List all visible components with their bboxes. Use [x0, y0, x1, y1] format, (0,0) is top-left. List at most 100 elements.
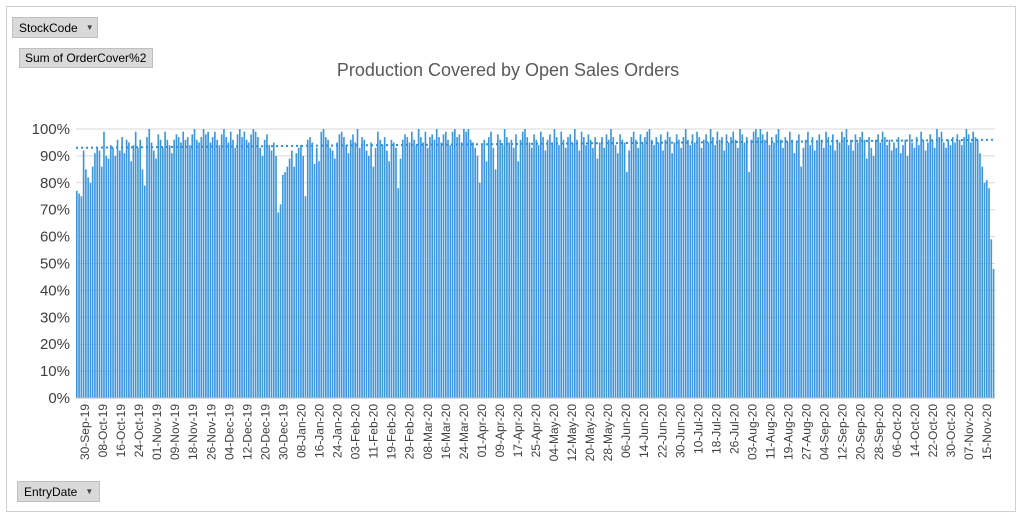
bar	[125, 139, 128, 398]
bar	[460, 142, 463, 398]
bar	[374, 147, 377, 398]
bar	[992, 268, 995, 398]
bar	[888, 139, 891, 398]
bar	[431, 134, 434, 398]
bar	[870, 147, 873, 398]
triangle-down-icon: ▼	[85, 487, 94, 496]
bar	[227, 142, 230, 398]
bar	[972, 131, 974, 398]
bar	[295, 153, 298, 398]
value-field-button[interactable]: Sum of OrderCover%2	[19, 48, 153, 68]
bar	[166, 139, 169, 398]
bar	[818, 134, 821, 398]
bar	[576, 139, 578, 398]
bar	[245, 139, 248, 398]
bar	[309, 137, 311, 398]
bar	[650, 139, 653, 398]
bar	[834, 150, 836, 398]
bar	[320, 131, 323, 398]
bar	[291, 150, 293, 398]
y-tick-label: 40%	[40, 282, 70, 299]
bar	[567, 137, 569, 398]
bar	[920, 131, 922, 398]
bar	[266, 134, 268, 398]
bar	[530, 147, 533, 398]
bar	[856, 142, 859, 398]
bar	[829, 145, 832, 398]
bar	[329, 147, 332, 398]
trendline-path	[75, 138, 996, 149]
bar	[707, 142, 710, 398]
bar	[535, 139, 538, 398]
bar	[610, 129, 612, 398]
bar	[915, 137, 918, 398]
x-tick-label: 19-Aug-20	[782, 404, 796, 460]
bar	[322, 129, 325, 398]
bar	[979, 153, 981, 398]
x-tick-label: 22-Jun-20	[655, 404, 669, 458]
bar	[542, 137, 544, 398]
bar	[558, 145, 560, 398]
bar	[107, 158, 110, 398]
bar	[89, 182, 92, 398]
bar	[336, 142, 338, 398]
bar	[420, 137, 422, 398]
entrydate-axis-button[interactable]: EntryDate ▼	[17, 481, 100, 502]
bar	[191, 134, 194, 398]
x-tick-label: 30-Oct-20	[944, 404, 958, 458]
bar	[764, 139, 766, 398]
bar	[933, 147, 936, 398]
triangle-down-icon: ▼	[85, 23, 94, 32]
bar	[198, 142, 200, 398]
bar	[583, 137, 585, 398]
bar	[250, 134, 252, 398]
bar	[175, 134, 178, 398]
bar	[302, 155, 304, 398]
bar	[553, 129, 556, 398]
bar	[229, 131, 232, 398]
bar	[800, 166, 802, 398]
bar	[798, 134, 800, 398]
bar	[157, 134, 160, 398]
bar	[211, 137, 214, 398]
bar	[408, 142, 411, 398]
bar	[985, 180, 988, 398]
bar	[345, 145, 347, 398]
bar	[506, 137, 508, 398]
bar	[646, 131, 649, 398]
bar	[897, 137, 900, 398]
bar	[852, 150, 855, 398]
bar	[435, 129, 438, 398]
bar	[392, 142, 395, 398]
bar	[689, 145, 692, 398]
bar	[381, 145, 384, 398]
bar	[454, 129, 456, 398]
x-tick-label: 20-Dec-19	[258, 404, 272, 460]
bar	[988, 188, 990, 398]
bar	[596, 158, 599, 398]
bar	[372, 166, 375, 398]
bar	[368, 155, 370, 398]
bar	[687, 139, 689, 398]
bar	[974, 137, 977, 398]
bar	[100, 166, 103, 398]
bar	[621, 139, 624, 398]
x-tick-label: 16-Oct-19	[114, 404, 128, 458]
bar	[123, 153, 126, 398]
bar	[734, 139, 737, 398]
bar	[791, 139, 793, 398]
x-tick-label: 11-Feb-20	[367, 404, 381, 459]
bar	[911, 142, 913, 398]
bar	[850, 139, 852, 398]
bar	[281, 174, 284, 398]
stockcode-filter-button[interactable]: StockCode ▼	[12, 17, 98, 38]
bar	[789, 131, 791, 398]
bar	[612, 137, 615, 398]
bar	[540, 131, 542, 398]
x-tick-label: 11-Aug-20	[764, 404, 778, 459]
bar	[517, 161, 520, 398]
bar	[209, 142, 212, 398]
bar	[954, 142, 956, 398]
bar	[705, 134, 707, 398]
bar	[474, 147, 477, 398]
